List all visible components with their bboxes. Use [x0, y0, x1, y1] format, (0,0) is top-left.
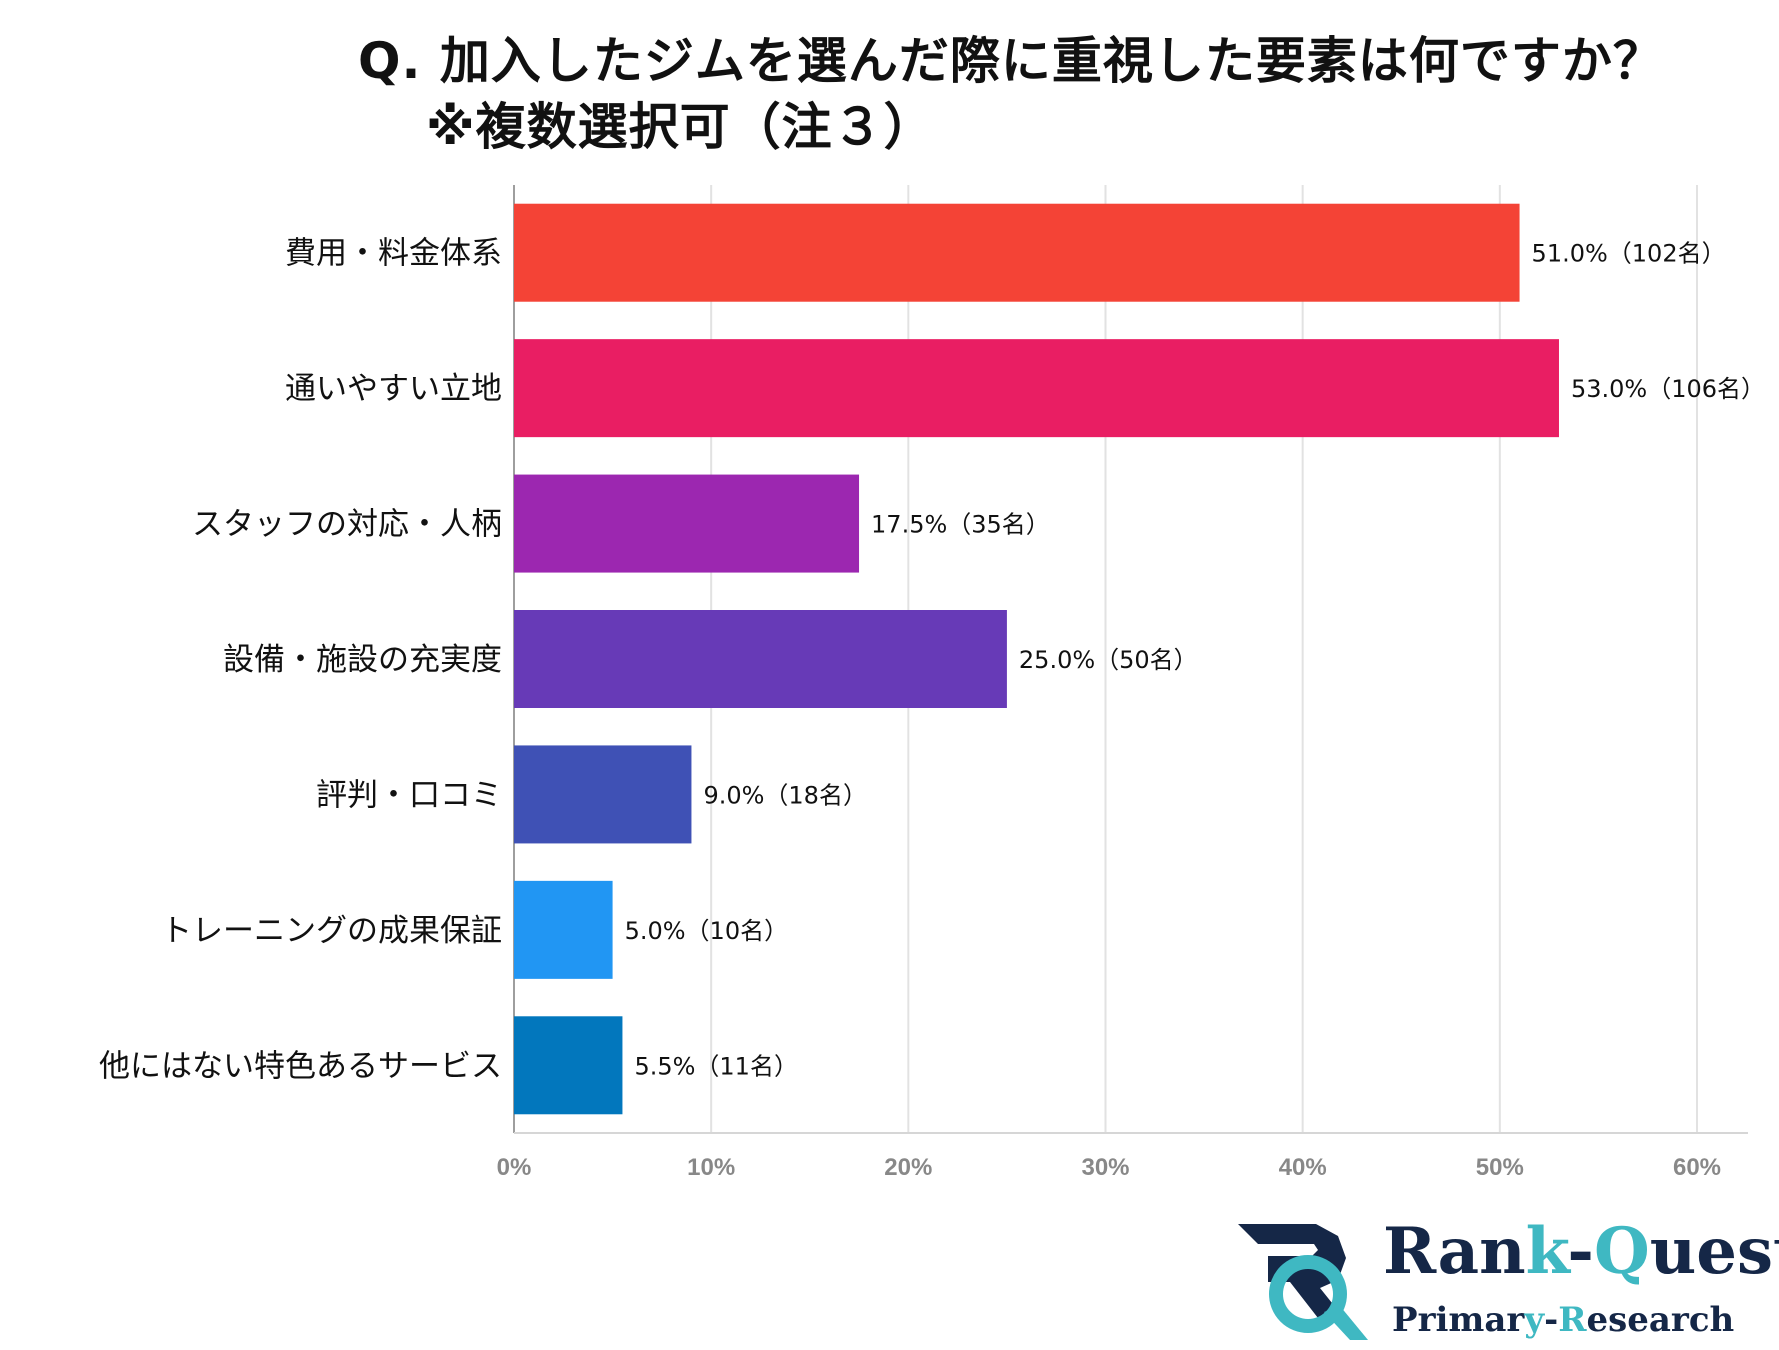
- rank-quest-logo: Rank-Quest Primary-Research: [1238, 1214, 1779, 1342]
- x-tick-label: 60%: [1673, 1154, 1721, 1181]
- data-label: 5.0%（10名）: [625, 917, 789, 945]
- x-tick-label: 50%: [1476, 1154, 1524, 1181]
- x-tick-label: 30%: [1081, 1154, 1129, 1181]
- data-labels: 51.0%（102名） 53.0%（106名） 17.5%（35名） 25.0%（50…: [625, 240, 1765, 1081]
- bar: [514, 339, 1559, 438]
- data-label: 25.0%（50名）: [1019, 646, 1198, 674]
- logo-mark-icon: [1238, 1224, 1368, 1340]
- data-label: 17.5%（35名）: [871, 511, 1050, 539]
- x-tick-label: 40%: [1279, 1154, 1327, 1181]
- category-labels: 費用・料金体系通いやすい立地スタッフの対応・人柄設備・施設の充実度評判・口コミト…: [99, 236, 502, 1085]
- bar: [514, 745, 692, 844]
- category-label: 評判・口コミ: [316, 777, 502, 813]
- x-tick-label: 20%: [884, 1154, 932, 1181]
- title-line-1: Q. 加入したジムを選んだ際に重視した要素は何ですか？: [358, 32, 1664, 90]
- bar: [514, 203, 1520, 302]
- data-label: 5.5%（11名）: [634, 1052, 798, 1080]
- bar: [514, 1016, 623, 1115]
- logo-wordmark: Rank-Quest: [1383, 1214, 1779, 1289]
- logo-tagline: Primary-Research: [1392, 1300, 1735, 1340]
- chart-title: Q. 加入したジムを選んだ際に重視した要素は何ですか？ ※複数選択可（注３）: [358, 28, 1664, 160]
- bars: [514, 203, 1559, 1115]
- category-label: 設備・施設の充実度: [223, 642, 502, 678]
- data-label: 53.0%（106名）: [1571, 375, 1765, 403]
- title-line-2: ※複数選択可（注３）: [426, 98, 935, 156]
- category-label: 費用・料金体系: [285, 236, 502, 272]
- x-tick-labels: 0% 10% 20% 30% 40% 50% 60%: [497, 1154, 1721, 1181]
- x-tick-label: 0%: [497, 1154, 532, 1181]
- bar-chart: 費用・料金体系通いやすい立地スタッフの対応・人柄設備・施設の充実度評判・口コミト…: [99, 185, 1765, 1181]
- data-label: 51.0%（102名）: [1532, 240, 1726, 268]
- category-label: 通いやすい立地: [285, 371, 502, 407]
- bar: [514, 610, 1007, 708]
- category-label: トレーニングの成果保証: [161, 913, 502, 949]
- data-label: 9.0%（18名）: [703, 781, 867, 809]
- category-label: スタッフの対応・人柄: [192, 507, 502, 543]
- bar: [514, 880, 613, 979]
- bar: [514, 474, 860, 573]
- category-label: 他にはない特色あるサービス: [99, 1048, 502, 1084]
- x-tick-label: 10%: [687, 1154, 735, 1181]
